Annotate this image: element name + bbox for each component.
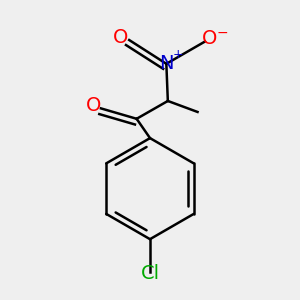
Text: +: + [172, 48, 183, 61]
Text: O: O [112, 28, 128, 46]
Text: −: − [217, 26, 229, 40]
Text: O: O [86, 96, 101, 115]
Text: O: O [202, 29, 217, 48]
Text: N: N [159, 54, 174, 73]
Text: Cl: Cl [140, 264, 160, 284]
